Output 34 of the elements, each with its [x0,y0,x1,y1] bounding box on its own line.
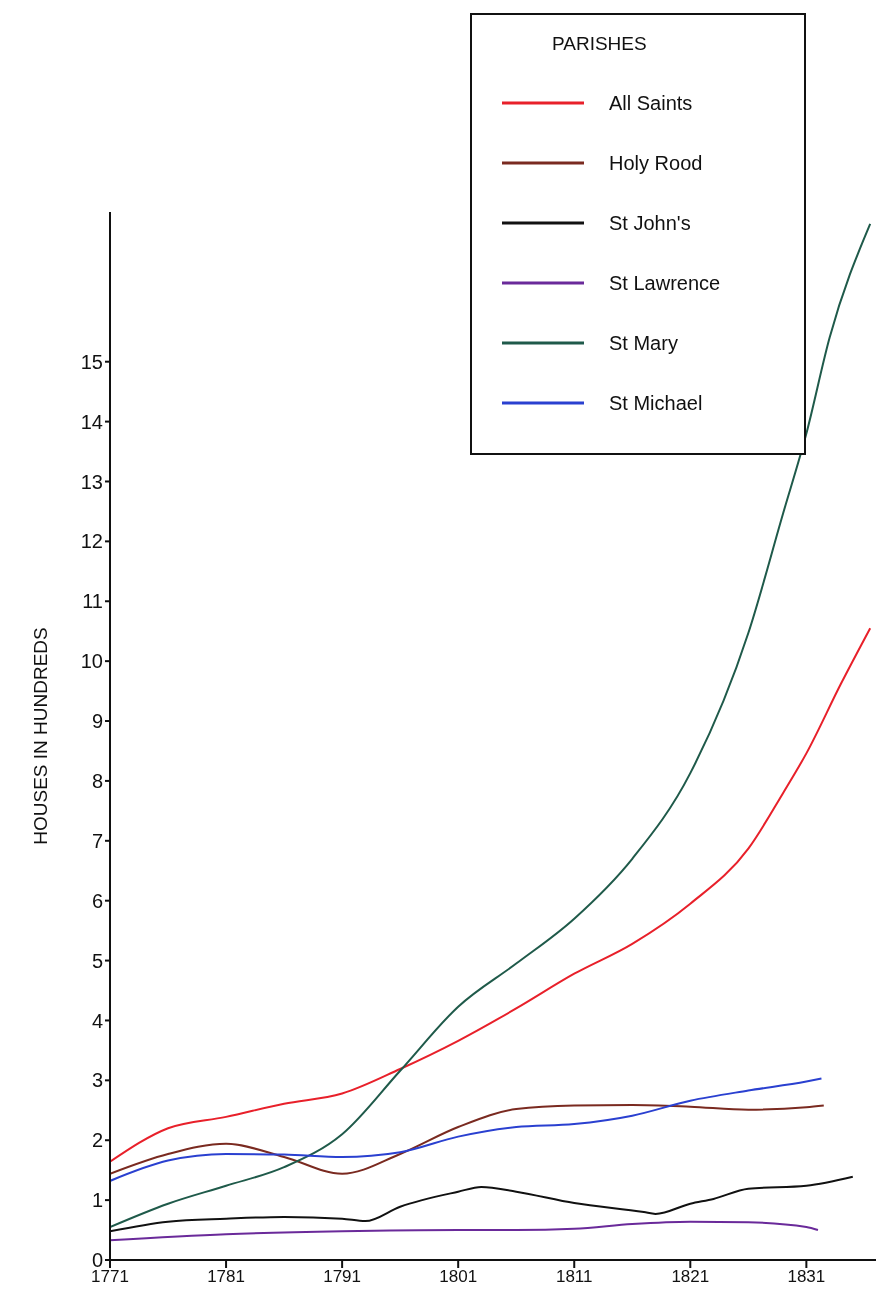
y-tick-label: 15 [80,350,103,373]
line-series [110,627,872,1163]
y-tick-label: 5 [91,949,103,972]
legend-label: St Michael [609,391,703,415]
y-tick-label: 13 [80,470,103,493]
y-tick-label: 14 [80,410,103,433]
line-series [110,1077,823,1182]
legend-label: St John's [609,211,691,235]
line-series [110,1220,819,1242]
legend-label: Holy Rood [609,151,703,175]
x-tick-label: 1811 [555,1267,593,1287]
y-tick-label: 3 [91,1069,103,1092]
line-series [110,1103,825,1175]
y-tick-label: 7 [91,829,103,852]
legend-label: All Saints [609,91,693,115]
y-tick-label: 1 [91,1189,103,1212]
y-axis-title: HOUSES IN HUNDREDS [29,627,51,845]
x-tick-label: 1791 [323,1267,362,1287]
x-tick-label: 1821 [671,1267,710,1287]
y-tick-label: 6 [91,889,103,912]
y-tick-label: 4 [91,1009,103,1032]
y-tick-label: 2 [91,1129,103,1152]
legend-title: PARISHES [552,33,648,55]
x-tick-label: 1781 [207,1267,245,1287]
y-tick-label: 12 [80,530,103,553]
y-tick-label: 9 [91,710,103,733]
y-tick-label: 10 [80,650,103,673]
legend-label: St Lawrence [609,271,721,295]
x-tick-label: 1771 [91,1267,129,1287]
y-tick-label: 8 [91,770,103,793]
y-tick-label: 11 [82,590,103,613]
x-tick-label: 1831 [787,1267,826,1287]
x-tick-label: 1801 [439,1267,478,1287]
legend-label: St Mary [609,331,678,355]
